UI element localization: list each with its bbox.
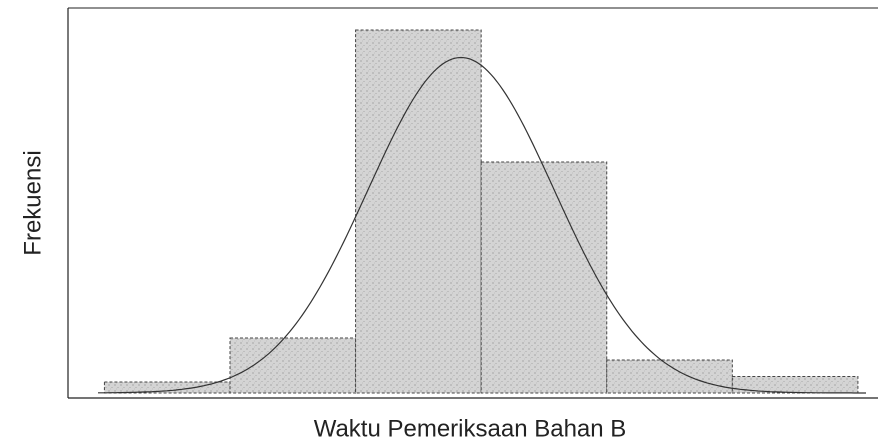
bar xyxy=(480,161,608,394)
normal-curve xyxy=(98,56,866,394)
y-axis-label: Frekuensi xyxy=(19,150,46,255)
bar xyxy=(229,337,357,394)
bar xyxy=(606,359,733,394)
bar xyxy=(731,376,859,394)
x-axis-label: Waktu Pemeriksaan Bahan B xyxy=(314,415,627,442)
bar xyxy=(355,29,482,394)
